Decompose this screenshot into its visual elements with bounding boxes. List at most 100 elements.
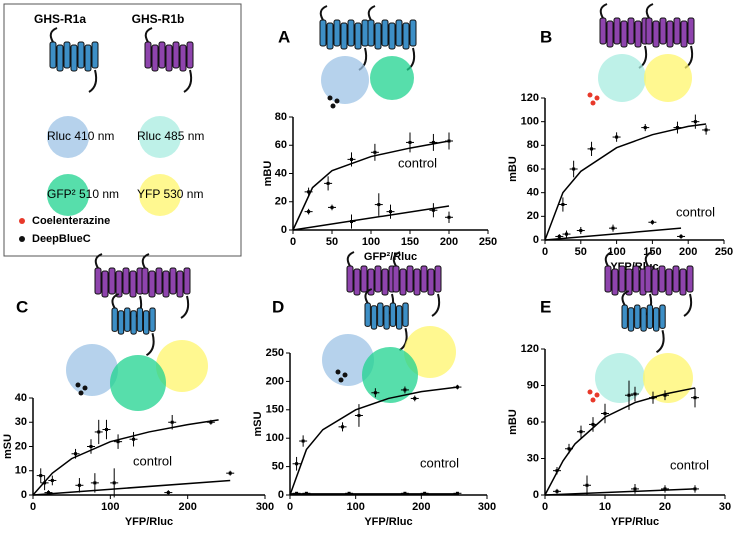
helix [620,20,628,48]
helix [399,268,407,296]
helix [644,265,652,293]
y-tick-label: 120 [521,92,539,104]
x-axis-label: YFP/Rluc [125,516,173,528]
helix [640,307,647,332]
helix [383,305,390,330]
tail [392,251,441,317]
helix [618,265,626,293]
annotation: control [420,455,459,470]
helix [381,19,389,47]
helix [381,268,389,296]
helix [673,17,681,45]
x-tick-label: 10 [599,501,611,513]
helix [115,270,123,298]
fit-line [544,123,707,241]
x-tick-label: 100 [101,501,119,513]
helix [604,265,612,293]
x-tick-label: 150 [401,236,419,248]
helix [686,265,694,293]
x-tick-label: 250 [715,246,733,258]
x-tick-label: 300 [478,501,496,513]
panel-label: D [272,297,284,316]
helix [427,268,435,296]
x-tick-label: 200 [440,236,458,248]
probe-circle [404,326,456,378]
legend-text: Coelenterazine [32,215,110,227]
helix [155,267,163,295]
legend-text: DeepBlueC [32,233,91,245]
helix [130,310,137,335]
helix [70,44,78,72]
substrate-dot [19,218,25,224]
annotation: control [398,155,437,170]
legend-text: GHS-R1b [132,12,185,26]
substrate-dot [587,92,593,98]
helix [409,19,417,47]
helix [122,267,130,295]
y-tick-label: 30 [15,416,27,428]
y-tick-label: 60 [275,139,287,151]
y-tick-label: 0 [281,224,287,236]
helix [340,22,348,50]
helix [326,22,334,50]
helix [646,304,654,329]
x-tick-label: 250 [479,236,497,248]
helix [627,17,635,45]
y-tick-label: 150 [266,404,284,416]
helix [651,268,659,296]
helix [627,307,635,332]
substrate-dot [327,95,333,101]
helix [354,22,362,50]
substrate-dot [78,390,84,396]
legend-text: GHS-R1a [34,12,86,26]
helix [367,268,375,296]
helix [144,41,152,69]
helix [672,265,680,293]
panel-label: B [540,27,552,46]
x-tick-label: 50 [575,246,587,258]
helix [634,20,642,48]
y-axis-label: mBU [507,156,519,182]
helix [392,265,400,293]
y-tick-label: 20 [15,440,27,452]
x-axis-label: GFP²/Rluc [364,251,417,263]
annotation: control [670,457,709,472]
helix [172,41,180,69]
y-tick-label: 60 [527,416,539,428]
probe-circle [47,116,89,158]
fit-line [544,227,682,241]
y-tick-label: 0 [278,489,284,501]
annotation: control [676,204,715,219]
fit-line [292,205,450,231]
y-tick-label: 200 [266,375,284,387]
helix [165,44,173,72]
substrate-dot [338,377,344,383]
helix [151,44,159,72]
helix [353,268,361,296]
y-axis-label: mBU [507,409,519,435]
helix [613,17,621,45]
helix [183,267,191,295]
x-tick-label: 100 [346,501,364,513]
helix [158,41,166,69]
panel-label: E [540,297,551,316]
helix [666,20,674,48]
fit-line [544,488,696,496]
helix [319,19,327,47]
helix [141,267,149,295]
tail [364,288,408,352]
x-tick-label: 0 [290,236,296,248]
substrate-dot [594,392,600,398]
x-tick-label: 20 [659,501,671,513]
helix [108,267,116,295]
x-tick-label: 200 [178,501,196,513]
substrate-dot [335,369,341,375]
y-axis-label: mSU [252,411,264,436]
y-tick-label: 100 [266,432,284,444]
x-tick-label: 30 [719,501,731,513]
helix [367,19,375,47]
helix [176,270,184,298]
probe-circle [139,116,181,158]
helix [645,17,653,45]
helix [665,268,673,296]
